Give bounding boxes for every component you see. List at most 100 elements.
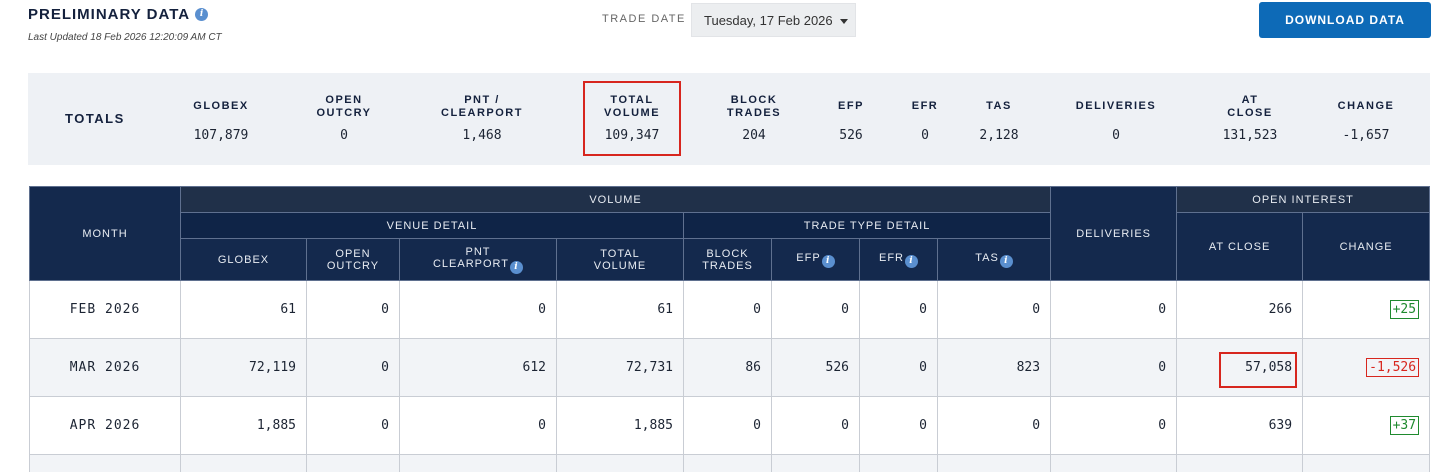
tas-cell xyxy=(936,454,1052,472)
info-icon[interactable]: i xyxy=(510,260,524,274)
totals-header: VOLUME xyxy=(603,107,661,119)
deliveries-header[interactable]: DELIVERIES xyxy=(1050,186,1178,281)
title-wrap: PRELIMINARY DATA i xyxy=(28,6,209,23)
globex-cell: 72,119 xyxy=(180,338,307,397)
change-cell: +25 xyxy=(1302,280,1431,339)
block-trades-cell xyxy=(683,454,772,472)
efp-cell: 0 xyxy=(771,280,860,339)
totals-label: TOTALS xyxy=(65,111,125,126)
venue-detail-header: VENUE DETAIL xyxy=(180,212,684,239)
info-icon[interactable]: i xyxy=(905,254,918,268)
change-header[interactable]: CHANGE xyxy=(1302,212,1431,281)
block-header-line1: BLOCK xyxy=(706,247,749,260)
block-trades-header[interactable]: BLOCK TRADES xyxy=(683,238,772,281)
info-icon[interactable]: i xyxy=(195,8,209,21)
tas-header-label: TAS xyxy=(975,251,999,264)
totals-value: 2,128 xyxy=(979,128,1019,143)
totals-header: CLOSE xyxy=(1227,107,1273,119)
totals-header: CHANGE xyxy=(1337,100,1395,112)
total-volume-header[interactable]: TOTAL VOLUME xyxy=(556,238,684,281)
pnt-cell: 612 xyxy=(399,338,557,397)
totals-header: BLOCK xyxy=(730,94,778,106)
open-outcry-cell: 0 xyxy=(306,280,400,339)
totals-header: EFP xyxy=(838,100,864,112)
pnt-cell: 0 xyxy=(399,280,557,339)
open-outcry-cell: 0 xyxy=(306,396,400,455)
efp-header-label: EFP xyxy=(796,251,821,264)
change-badge: +37 xyxy=(1389,416,1420,435)
pnt-clearport-header[interactable]: PNT CLEARPORT i xyxy=(399,238,557,281)
totals-value: 131,523 xyxy=(1222,128,1278,143)
tas-cell: 823 xyxy=(936,338,1052,397)
efr-cell: 0 xyxy=(859,396,938,455)
total-volume-cell: 61 xyxy=(556,280,684,339)
pnt-cell xyxy=(399,454,557,472)
volume-header: VOLUME xyxy=(179,186,1052,213)
totals-header: PNT / xyxy=(464,94,500,106)
totals-header: OPEN xyxy=(325,94,363,106)
change-cell xyxy=(1302,454,1431,472)
block-trades-cell: 0 xyxy=(683,396,772,455)
header: PRELIMINARY DATA i Last Updated 18 Feb 2… xyxy=(0,0,1456,60)
trade-date-label: TRADE DATE xyxy=(602,13,686,25)
block-trades-cell: 86 xyxy=(683,338,772,397)
efr-cell: 0 xyxy=(859,280,938,339)
trade-type-detail-header: TRADE TYPE DETAIL xyxy=(682,212,1052,239)
totals-header: TAS xyxy=(986,100,1012,112)
totals-header: GLOBEX xyxy=(193,100,249,112)
tas-header[interactable]: TAS i xyxy=(936,238,1052,281)
total-volume-cell xyxy=(556,454,684,472)
table-row: FEB 2026 61 0 0 61 0 0 0 0 0 266 +25 xyxy=(29,280,1431,339)
month-header[interactable]: MONTH xyxy=(29,186,181,281)
total-volume-header-line1: TOTAL xyxy=(600,247,640,260)
total-volume-header-line2: VOLUME xyxy=(593,259,647,272)
totals-header: DELIVERIES xyxy=(1075,100,1157,112)
block-header-line2: TRADES xyxy=(702,259,753,272)
month-cell: FEB 2026 xyxy=(29,280,181,339)
efp-cell: 0 xyxy=(771,396,860,455)
efr-cell: 0 xyxy=(859,338,938,397)
totals-header: TRADES xyxy=(726,107,782,119)
at-close-cell: 266 xyxy=(1176,280,1304,339)
pnt-cell: 0 xyxy=(399,396,557,455)
open-outcry-cell: 0 xyxy=(306,338,400,397)
caret-down-icon xyxy=(840,19,849,25)
trade-date-value: Tuesday, 17 Feb 2026 xyxy=(704,13,833,28)
globex-header[interactable]: GLOBEX xyxy=(180,238,307,281)
tas-cell: 0 xyxy=(936,280,1052,339)
totals-value: 0 xyxy=(340,128,348,143)
open-interest-header: OPEN INTEREST xyxy=(1176,186,1431,213)
trade-date-select[interactable]: Tuesday, 17 Feb 2026 xyxy=(691,3,856,37)
info-icon[interactable]: i xyxy=(821,254,835,268)
total-volume-cell: 72,731 xyxy=(556,338,684,397)
deliveries-cell xyxy=(1050,454,1178,472)
totals-value: 109,347 xyxy=(604,128,660,143)
deliveries-cell: 0 xyxy=(1050,396,1178,455)
change-badge: +25 xyxy=(1389,300,1420,319)
efr-cell xyxy=(859,454,938,472)
highlight-box-total-volume xyxy=(583,81,681,156)
table-row xyxy=(29,454,1431,472)
globex-cell: 1,885 xyxy=(180,396,307,455)
open-outcry-header-line1: OPEN xyxy=(335,247,371,260)
totals-value: 0 xyxy=(921,128,929,143)
efp-cell xyxy=(771,454,860,472)
at-close-cell: 639 xyxy=(1176,396,1304,455)
download-data-button[interactable]: DOWNLOAD DATA xyxy=(1259,2,1431,38)
totals-header: EFR xyxy=(911,100,939,112)
efr-header[interactable]: EFR i xyxy=(859,238,938,281)
at-close-cell xyxy=(1176,454,1304,472)
efp-header[interactable]: EFP i xyxy=(771,238,860,281)
totals-bar: TOTALS GLOBEX 107,879 OPEN OUTCRY 0 PNT … xyxy=(28,73,1430,165)
last-updated: Last Updated 18 Feb 2026 12:20:09 AM CT xyxy=(28,32,222,43)
pnt-header-line2: CLEARPORT xyxy=(432,257,510,270)
change-cell: -1,526 xyxy=(1302,338,1431,397)
totals-value: 1,468 xyxy=(462,128,502,143)
open-outcry-header-line2: OUTCRY xyxy=(326,259,380,272)
month-cell xyxy=(29,454,181,472)
at-close-header[interactable]: AT CLOSE xyxy=(1176,212,1304,281)
volume-oi-table: MONTH VOLUME DELIVERIES OPEN INTEREST VE… xyxy=(29,186,1431,472)
deliveries-cell: 0 xyxy=(1050,280,1178,339)
info-icon[interactable]: i xyxy=(999,254,1013,268)
open-outcry-header[interactable]: OPEN OUTCRY xyxy=(306,238,400,281)
